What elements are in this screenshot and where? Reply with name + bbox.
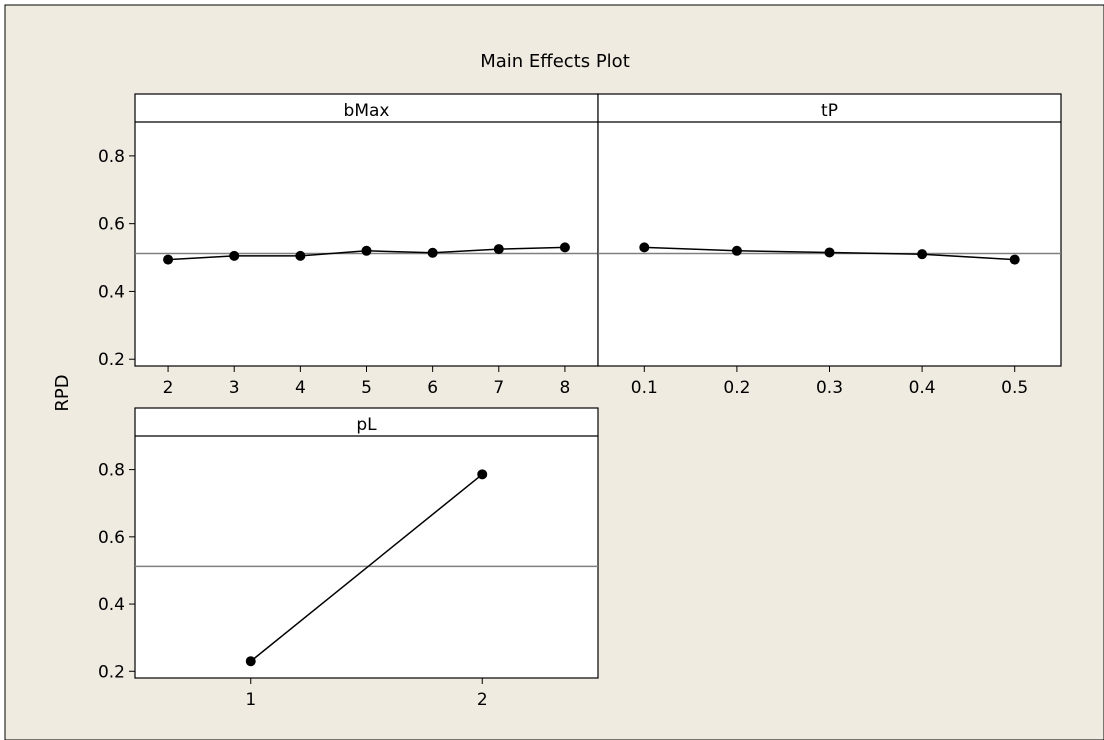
series-line (250, 473, 483, 662)
plot-area (597, 93, 1062, 367)
data-point (361, 245, 372, 256)
x-tick-label: 0.4 (909, 378, 936, 398)
x-tick-label: 0.5 (1001, 378, 1028, 398)
x-tick-label: 8 (560, 378, 571, 398)
data-point (639, 242, 650, 253)
y-tick-label: 0.8 (98, 461, 125, 481)
panels-group: bMax 0.2 0.4 0.6 0.8 2 3 4 5 6 7 8 tP 0.1 0.2 0.3 0.4 0.5… (98, 93, 1062, 710)
data-point (917, 249, 928, 260)
x-tick-label: 1 (245, 690, 256, 710)
x-tick-label: 2 (163, 378, 174, 398)
x-tick-label: 4 (295, 378, 306, 398)
data-point (824, 247, 835, 258)
panel-title: bMax (344, 101, 390, 121)
data-point (1009, 254, 1020, 265)
data-point (493, 244, 504, 255)
data-point (559, 242, 570, 253)
y-axis-label: RPD (52, 374, 73, 411)
x-tick-label: 0.2 (723, 378, 750, 398)
chart-title: Main Effects Plot (480, 51, 630, 72)
x-tick-label: 0.3 (816, 378, 843, 398)
y-tick-label: 0.2 (98, 350, 125, 370)
y-tick-label: 0.4 (98, 282, 125, 302)
data-point (427, 247, 438, 258)
panel-tP: tP 0.1 0.2 0.3 0.4 0.5 (597, 93, 1062, 398)
x-tick-label: 7 (493, 378, 504, 398)
x-tick-label: 5 (361, 378, 372, 398)
data-point (731, 245, 742, 256)
x-tick-label: 3 (229, 378, 240, 398)
plot-area (134, 93, 599, 367)
data-point (229, 250, 240, 261)
panel-title: pL (356, 415, 377, 435)
y-tick-label: 0.6 (98, 528, 125, 548)
x-tick-label: 2 (477, 690, 488, 710)
data-point (163, 254, 174, 265)
plot-area (134, 407, 599, 679)
panel-pL: pL 0.2 0.4 0.6 0.8 1 2 (98, 407, 599, 710)
y-tick-label: 0.4 (98, 595, 125, 615)
x-tick-label: 0.1 (631, 378, 658, 398)
y-tick-label: 0.8 (98, 147, 125, 167)
panel-bMax: bMax 0.2 0.4 0.6 0.8 2 3 4 5 6 7 8 (98, 93, 599, 398)
data-point (477, 469, 488, 480)
data-point (245, 656, 256, 667)
y-tick-label: 0.6 (98, 215, 125, 235)
y-tick-label: 0.2 (98, 662, 125, 682)
panel-title: tP (821, 101, 838, 121)
data-point (295, 250, 306, 261)
x-tick-label: 6 (427, 378, 438, 398)
